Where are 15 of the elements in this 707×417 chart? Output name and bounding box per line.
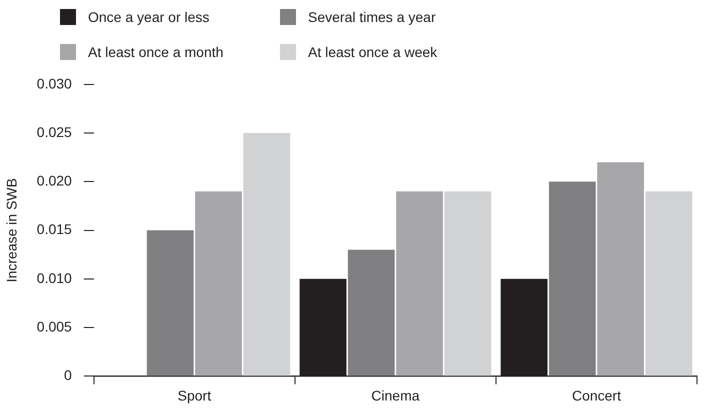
y-tick-label: 0.010 <box>36 270 72 286</box>
legend-label: Several times a year <box>308 8 436 24</box>
legend-label: At least once a week <box>308 44 438 60</box>
x-tick-label: Cinema <box>371 387 420 404</box>
y-tick-label: 0.005 <box>36 318 72 334</box>
y-tick-label: 0.030 <box>36 75 72 92</box>
y-tick-label: 0 <box>64 367 72 384</box>
x-tick-label: Concert <box>572 387 622 404</box>
legend-label: At least once a month <box>88 44 224 60</box>
x-tick-label: Sport <box>178 387 212 404</box>
legend-label: Once a year or less <box>88 8 210 24</box>
y-axis-title: Increase in SWB <box>3 178 20 282</box>
y-tick-label: 0.015 <box>36 221 72 238</box>
y-tick-label: 0.025 <box>36 124 72 140</box>
y-tick-label: 0.020 <box>36 172 72 189</box>
